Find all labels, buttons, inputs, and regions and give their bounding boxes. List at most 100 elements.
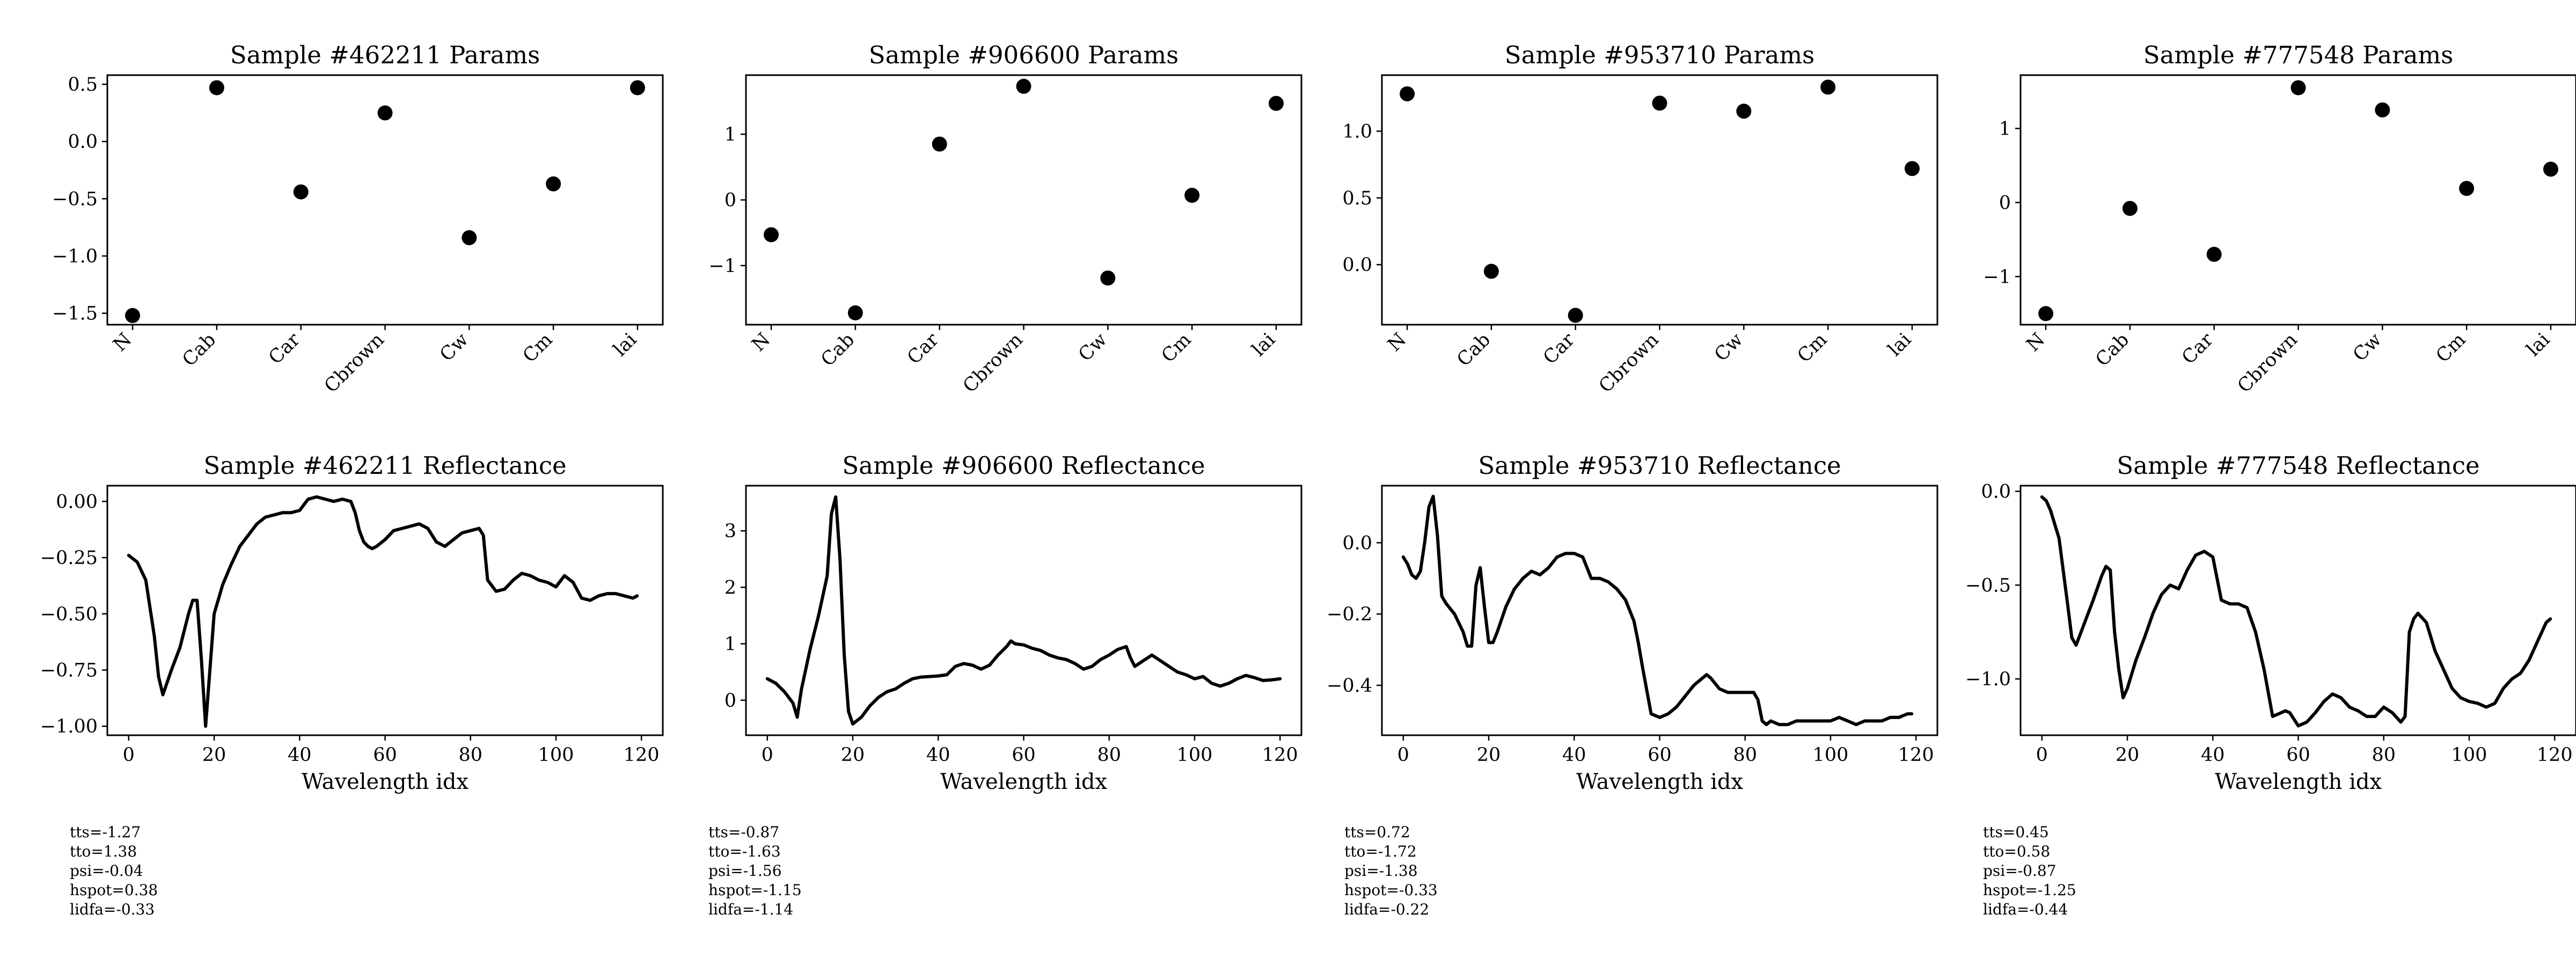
param-point-Cm <box>1820 79 1836 95</box>
y-tick-label: −0.50 <box>40 604 98 625</box>
param-point-lai <box>1904 161 1920 177</box>
angle-annotation: hspot=0.38 <box>70 881 158 899</box>
y-tick-label: −0.4 <box>1327 675 1372 697</box>
x-tick-label: Cm <box>2432 329 2470 367</box>
y-tick-label: 1 <box>724 634 736 655</box>
angle-annotation: tto=-1.63 <box>708 843 781 860</box>
angle-annotation: lidfa=-0.44 <box>1983 901 2068 918</box>
x-tick-label: 120 <box>1898 744 1934 766</box>
param-point-Cw <box>462 230 477 245</box>
x-tick-label: 40 <box>926 744 950 766</box>
x-tick-label: Car <box>265 329 304 369</box>
axes-frame <box>106 74 664 326</box>
plot-title: Sample #462211 Reflectance <box>203 451 566 480</box>
axes-frame <box>2019 485 2576 736</box>
x-tick-label: 60 <box>373 744 397 766</box>
x-tick-label: N <box>2022 329 2049 356</box>
y-tick-label: 0.5 <box>68 74 98 96</box>
y-tick-label: −1.5 <box>52 303 98 325</box>
param-point-Cbrown <box>377 105 393 121</box>
y-tick-label: −1 <box>1983 266 2011 288</box>
y-tick-label: −0.5 <box>52 188 98 210</box>
x-tick-label: Cbrown <box>320 329 389 397</box>
y-tick-label: 0.0 <box>1981 481 2011 502</box>
reflectance-line <box>765 495 1282 726</box>
x-tick-label: Car <box>1539 329 1579 369</box>
axes-frame <box>1381 74 1938 326</box>
plot-title: Sample #906600 Reflectance <box>842 451 1205 480</box>
y-tick-label: 3 <box>724 521 736 542</box>
param-point-Car <box>2206 246 2222 262</box>
plot-title: Sample #906600 Params <box>869 41 1179 69</box>
param-point-Cm <box>546 176 561 192</box>
x-axis-label: Wavelength idx <box>940 770 1108 794</box>
angle-annotation: psi=-0.04 <box>70 862 143 880</box>
param-point-Car <box>293 184 309 200</box>
x-tick-label: Cm <box>1794 329 1832 367</box>
y-tick-label: 0 <box>724 690 736 712</box>
param-point-Cm <box>1184 187 1200 203</box>
params-plot-3: Sample #953710 Params 1.0 0.5 0.0 N Cab Car Cbr… <box>1342 41 1938 397</box>
reflectance-line <box>2040 495 2552 728</box>
reflectance-plot-1: Sample #462211 Reflectance 0.00 −0.25 −0.50… <box>40 451 664 918</box>
x-tick-label: 80 <box>2372 744 2396 766</box>
x-tick-label: 60 <box>1012 744 1036 766</box>
x-tick-label: 100 <box>538 744 574 766</box>
x-tick-label: 20 <box>2116 744 2140 766</box>
axes-frame <box>2019 74 2576 326</box>
param-point-Cab <box>1483 264 1499 279</box>
x-tick-label: 0 <box>123 744 135 766</box>
x-tick-label: 80 <box>458 744 482 766</box>
angle-annotation: lidfa=-0.33 <box>70 901 155 918</box>
x-tick-label: lai <box>609 329 641 361</box>
x-tick-label: lai <box>1248 329 1279 361</box>
angle-annotation: tts=0.45 <box>1983 823 2049 841</box>
y-tick-label: −1.0 <box>52 246 98 267</box>
angle-annotation: psi=-1.56 <box>708 862 782 880</box>
reflectance-plot-2: Sample #906600 Reflectance 3 2 100 20 40 60 80 1… <box>708 451 1302 918</box>
y-tick-label: −0.75 <box>40 660 98 682</box>
x-tick-label: 100 <box>2451 744 2487 766</box>
param-point-lai <box>630 80 645 96</box>
x-tick-label: N <box>1384 329 1410 356</box>
param-point-Cw <box>1736 104 1752 119</box>
params-plot-1: Sample #462211 Params 0.5 0.0 −0.5 −1.0 −1.5 N… <box>52 41 664 397</box>
x-tick-label: Cw <box>1710 329 1747 365</box>
param-point-Cbrown <box>2290 80 2306 96</box>
x-axis-label: Wavelength idx <box>302 770 469 794</box>
y-tick-label: 1 <box>1999 118 2011 140</box>
reflectance-plot-3: Sample #953710 Reflectance 0.0 −0.2 −0.4 0 20… <box>1327 451 1938 918</box>
x-tick-label: 80 <box>1097 744 1121 766</box>
x-tick-label: 60 <box>2286 744 2310 766</box>
x-tick-label: 20 <box>841 744 865 766</box>
param-point-Cab <box>2122 201 2138 216</box>
angle-annotation: tts=0.72 <box>1344 823 1410 841</box>
param-point-N <box>2038 306 2054 321</box>
angle-annotation: tts=-1.27 <box>70 823 141 841</box>
params-plot-2: Sample #906600 Params 1 0 −1 N Cab Car Cbrown Cw… <box>708 41 1302 397</box>
x-tick-label: Car <box>903 329 943 369</box>
y-tick-label: 2 <box>724 577 736 598</box>
x-axis-label: Wavelength idx <box>2215 770 2382 794</box>
x-tick-label: Cbrown <box>959 329 1027 397</box>
params-plot-4: Sample #777548 Params 1 0 −1 N Cab Car Cbrown Cw… <box>1983 41 2576 397</box>
x-tick-label: Cab <box>817 329 859 371</box>
x-tick-label: 120 <box>2537 744 2573 766</box>
angle-annotation: tts=-0.87 <box>708 823 779 841</box>
param-point-lai <box>2543 162 2558 177</box>
x-tick-label: Cab <box>2091 329 2133 371</box>
x-tick-label: 100 <box>1177 744 1213 766</box>
y-tick-label: −0.2 <box>1327 604 1372 625</box>
x-tick-label: Cm <box>519 329 557 367</box>
x-tick-label: Cbrown <box>1595 329 1663 397</box>
plot-title: Sample #953710 Reflectance <box>1478 451 1841 480</box>
x-tick-label: 120 <box>624 744 660 766</box>
x-tick-label: Cm <box>1158 329 1196 367</box>
x-tick-label: 100 <box>1813 744 1849 766</box>
param-point-Cw <box>2375 102 2390 118</box>
x-tick-label: Cbrown <box>2234 329 2302 397</box>
x-tick-label: lai <box>1884 329 1915 361</box>
x-axis-label: Wavelength idx <box>1576 770 1744 794</box>
x-tick-label: 20 <box>202 744 226 766</box>
x-tick-label: 20 <box>1477 744 1501 766</box>
